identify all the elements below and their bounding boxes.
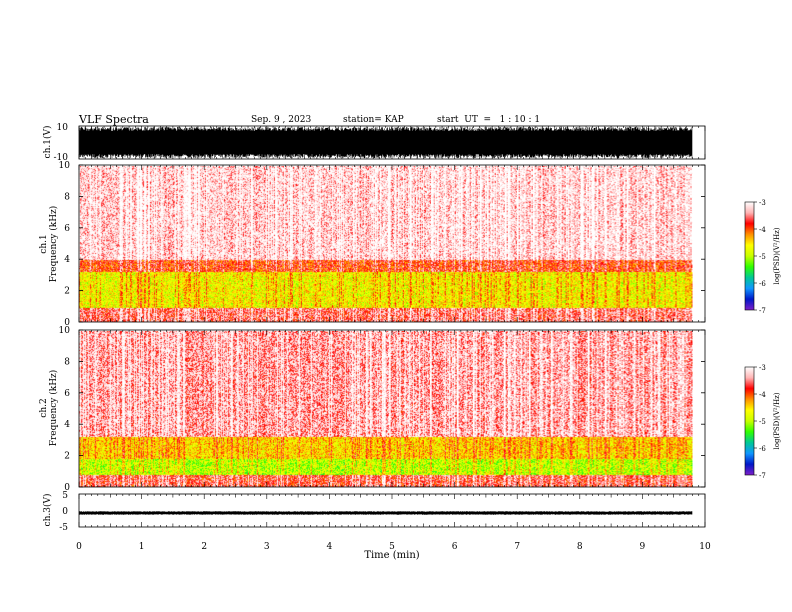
ch1-waveform-ylabel: ch.1(V)	[42, 126, 53, 159]
freq-tick-label: 2	[64, 287, 70, 297]
time-tick-label: 3	[264, 542, 270, 552]
ch3-ytick-mid: 0	[62, 507, 68, 517]
colorbar-tick-label: -6	[759, 445, 766, 453]
ch1-waveform	[79, 126, 693, 159]
station-label: station= KAP	[343, 115, 404, 125]
colorbar-tick-label: -7	[759, 472, 766, 480]
freq-tick-label: 2	[64, 452, 70, 462]
start-time-label: start UT = 1 : 10 : 1	[437, 115, 541, 125]
ch2-channel-label: ch.2	[39, 398, 49, 417]
time-tick-label: 4	[327, 542, 333, 552]
colorbar-scale	[744, 366, 755, 476]
ch3-waveform-ylabel: ch.3(V)	[42, 494, 53, 527]
freq-tick-label: 4	[64, 255, 70, 265]
colorbar-tick-label: -3	[759, 364, 766, 372]
ch1-ytick-bottom: -10	[54, 153, 69, 163]
freq-tick-label: 6	[64, 389, 70, 399]
ch3-ytick-top: 5	[62, 491, 68, 501]
time-tick-label: 7	[514, 542, 520, 552]
freq-tick-label: 4	[64, 420, 70, 430]
freq-tick-label: 8	[64, 192, 70, 202]
time-tick-label: 10	[699, 542, 711, 552]
time-axis-ticks: 0 1 2 3 4 5 6 7 8 9 10	[76, 126, 711, 552]
figure-title: VLF Spectra	[79, 113, 149, 126]
ch2-frequency-ticks: 0 2 4 6 8 10	[59, 326, 705, 493]
time-tick-label: 8	[577, 542, 583, 552]
ch1-ytick-top: 10	[57, 123, 69, 133]
ch1-spectrogram-panel: 0 2 4 6 8 10 ch.1 Frequency (kHz)	[39, 161, 706, 328]
date-label: Sep. 9 , 2023	[251, 115, 312, 125]
colorbar-scale	[744, 201, 755, 311]
time-tick-label: 0	[76, 542, 82, 552]
freq-tick-label: 8	[64, 357, 70, 367]
ch2-colorbar: -3 -4 -5 -6 -7 log(PSD)(V²/Hz)	[744, 364, 781, 480]
colorbar-tick-label: -4	[759, 226, 766, 234]
time-tick-label: 5	[389, 542, 395, 552]
ch1-frequency-ticks: 0 2 4 6 8 10	[59, 161, 705, 328]
ch2-spectrogram-image	[79, 331, 693, 487]
ch1-spectrogram-image	[79, 166, 693, 322]
ch1-colorbar: -3 -4 -5 -6 -7 log(PSD)(V²/Hz)	[744, 199, 781, 315]
waveform-trace	[79, 126, 693, 159]
colorbar-tick-label: -5	[759, 418, 766, 426]
freq-tick-label: 0	[64, 318, 70, 328]
time-axis-label: Time (min)	[364, 550, 419, 561]
time-tick-label: 9	[640, 542, 646, 552]
ch3-waveform	[79, 511, 693, 515]
colorbar-tick-label: -4	[759, 391, 766, 399]
time-tick-label: 1	[139, 542, 145, 552]
colorbar-label: log(PSD)(V²/Hz)	[773, 392, 781, 449]
colorbar-tick-label: -6	[759, 280, 766, 288]
freq-tick-label: 0	[64, 483, 70, 493]
colorbar-tick-label: -5	[759, 253, 766, 261]
freq-tick-label: 10	[59, 161, 71, 171]
ch2-frequency-ylabel: Frequency (kHz)	[48, 370, 59, 447]
ch3-ytick-bottom: -5	[59, 523, 68, 533]
ch2-spectrogram-panel: 0 2 4 6 8 10 ch.2 Frequency (kHz)	[39, 326, 706, 493]
freq-tick-label: 10	[59, 326, 71, 336]
freq-tick-label: 6	[64, 224, 70, 234]
ch1-frequency-ylabel: Frequency (kHz)	[48, 206, 59, 283]
waveform-trace	[79, 511, 693, 515]
time-tick-label: 2	[201, 542, 207, 552]
time-tick-label: 6	[452, 542, 458, 552]
colorbar-tick-label: -3	[759, 199, 766, 207]
colorbar-tick-label: -7	[759, 307, 766, 315]
ch1-channel-label: ch.1	[39, 234, 49, 253]
colorbar-label: log(PSD)(V²/Hz)	[773, 227, 781, 284]
